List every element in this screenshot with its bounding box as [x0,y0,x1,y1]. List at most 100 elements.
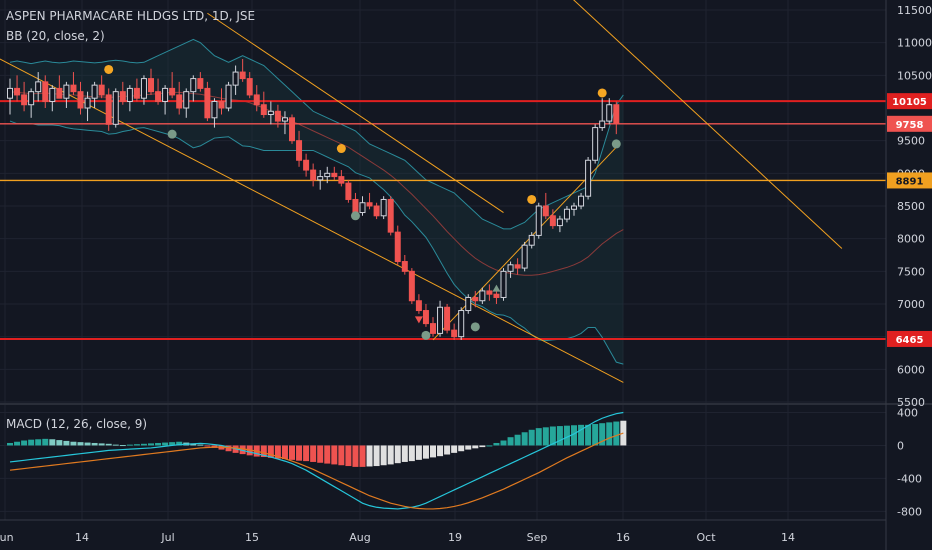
candle-body[interactable] [507,264,514,272]
candle-body[interactable] [169,87,176,96]
price-pane[interactable] [0,0,886,383]
candle-body[interactable] [49,87,56,102]
candle-body[interactable] [437,306,444,334]
candle-body[interactable] [549,215,556,227]
candle-body[interactable] [77,91,84,109]
candle-body[interactable] [281,117,288,122]
candle-body[interactable] [218,100,225,109]
candle-body[interactable] [606,104,613,122]
candle-body[interactable] [225,84,232,109]
price-tick-label: 6000 [897,363,925,376]
candle-body[interactable] [387,198,394,233]
candle-body[interactable] [563,208,570,220]
trend-line[interactable] [560,0,843,249]
candle-body[interactable] [7,87,13,99]
candle-body[interactable] [303,159,310,171]
candle-body[interactable] [21,94,28,106]
candle-body[interactable] [401,261,408,272]
candle-body[interactable] [98,84,105,96]
candle-body[interactable] [493,293,500,298]
grid [0,0,886,520]
candle-body[interactable] [415,300,422,312]
candle-body[interactable] [408,270,415,302]
candle-body[interactable] [613,104,620,125]
candle-body[interactable] [359,202,366,214]
candle-body[interactable] [324,172,331,178]
candle-body[interactable] [556,218,563,227]
candle-body[interactable] [380,198,387,217]
candle-body[interactable] [310,169,317,181]
candle-body[interactable] [486,290,493,295]
candle-body[interactable] [535,205,542,236]
candle-body[interactable] [42,81,49,102]
candle-body[interactable] [289,117,295,142]
candle-body[interactable] [28,91,35,106]
candle-body[interactable] [84,97,91,109]
candle-body[interactable] [70,84,77,93]
candle-body[interactable] [246,78,253,96]
candle-body[interactable] [162,87,169,102]
macd-pane[interactable] [7,411,627,510]
candle-body[interactable] [465,296,472,312]
candle-body[interactable] [155,91,162,102]
macd-histogram-bar [91,442,98,446]
candle-body[interactable] [112,91,119,125]
candle-body[interactable] [345,182,352,200]
macd-histogram-bar [324,445,331,464]
candle-body[interactable] [394,231,401,263]
candle-body[interactable] [140,78,147,99]
candle-body[interactable] [352,198,359,214]
time-tick-label: Sep [527,531,548,544]
candle-body[interactable] [500,270,507,298]
candle-body[interactable] [528,234,535,246]
candle-body[interactable] [422,310,429,325]
candle-body[interactable] [521,244,528,269]
candle-body[interactable] [599,120,606,129]
candle-body[interactable] [458,310,465,338]
candle-body[interactable] [148,78,154,93]
candle-body[interactable] [63,84,70,99]
candle-body[interactable] [204,87,211,119]
candle-body[interactable] [592,127,599,161]
candle-body[interactable] [578,195,585,207]
candle-body[interactable] [176,94,183,109]
candle-body[interactable] [331,172,338,178]
bb-basis-line [9,91,624,276]
candle-body[interactable] [430,323,436,334]
candle-body[interactable] [571,205,577,210]
candle-body[interactable] [542,205,549,217]
candle-body[interactable] [91,84,98,99]
candle-body[interactable] [260,104,267,116]
candle-body[interactable] [514,264,521,269]
candle-body[interactable] [197,78,204,89]
candle-body[interactable] [56,87,63,99]
candle-body[interactable] [472,296,479,302]
candle-body[interactable] [211,100,218,119]
macd-histogram-bar [479,445,486,448]
time-tick-label: Jun [0,531,14,544]
candle-body[interactable] [232,71,239,86]
candle-body[interactable] [317,176,324,181]
candle-body[interactable] [451,329,458,338]
candle-body[interactable] [373,205,380,217]
candle-body[interactable] [253,94,260,106]
candle-body[interactable] [585,159,592,197]
candle-body[interactable] [133,87,140,99]
candle-body[interactable] [14,87,21,96]
candle-body[interactable] [267,110,274,116]
candle-body[interactable] [239,71,246,80]
candle-body[interactable] [119,91,126,102]
trend-line[interactable] [207,12,504,213]
candle-body[interactable] [274,110,281,122]
candle-body[interactable] [296,140,303,161]
candle-body[interactable] [338,176,345,184]
candle-body[interactable] [35,81,42,93]
candle-body[interactable] [126,87,133,102]
candle-body[interactable] [190,78,197,93]
candle-body[interactable] [366,202,373,207]
candle-body[interactable] [183,91,190,109]
candle-body[interactable] [444,306,451,331]
candle-body[interactable] [479,290,486,302]
candle-body[interactable] [105,94,112,125]
